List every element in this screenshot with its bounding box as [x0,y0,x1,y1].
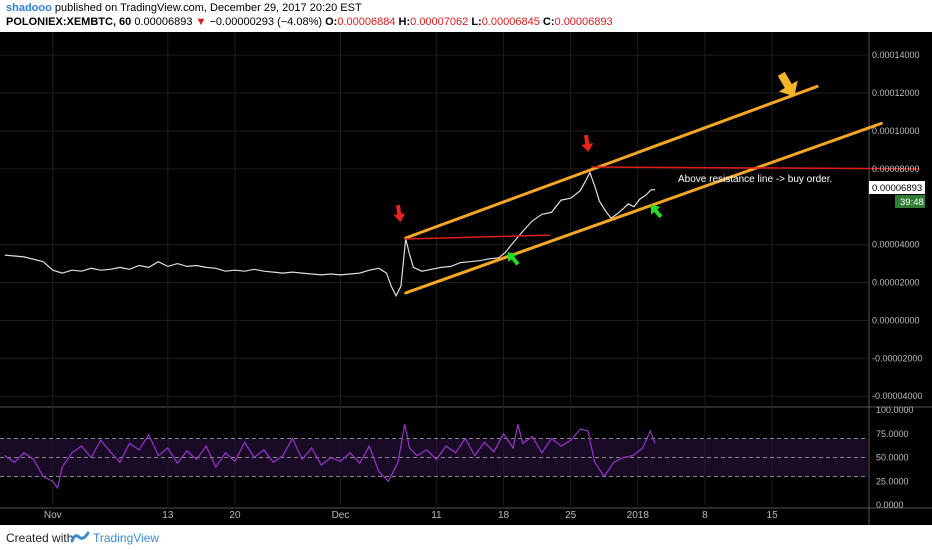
yellow-arrow-down-icon [777,71,798,97]
low-label: L: [471,16,482,28]
time-tick-label: 11 [431,510,442,521]
green-arrow-shape [650,204,663,219]
rsi-tick-label: 50.0000 [876,453,909,463]
time-tick-label: 8 [702,510,708,521]
price-change: −0.00000293 (−4.08%) [209,16,323,28]
time-tick-label: 13 [162,510,174,521]
high-value: 0.00007062 [410,16,469,28]
price-tick-label: 0.00010000 [872,126,920,136]
price-chart[interactable]: 0.00014000 0.00012000 0.00010000 0.00008000… [0,32,932,525]
open-value: 0.00006884 [337,16,396,28]
last-price: 0.00006893 [134,16,193,28]
publish-line: shadooo published on TradingView.com, De… [6,2,362,14]
resistance-line [591,166,920,170]
green-arrow-shape [507,251,520,266]
price-tick-label: 0.00002000 [872,278,920,288]
drawings [393,71,920,295]
time-tick-label: 2018 [627,510,650,521]
price-tick-label: 0.00000000 [872,315,920,325]
time-tick-label: Nov [44,510,62,521]
rsi-tick-label: 75.0000 [876,429,909,439]
channel-upper-line [404,84,819,240]
tradingview-logo-icon [70,531,90,543]
publish-info: published on TradingView.com, December 2… [54,2,362,14]
rsi-series-line [4,424,656,490]
rsi-tick-label: 25.0000 [876,476,909,486]
time-tick-label: 18 [498,510,510,521]
low-value: 0.00006845 [481,16,540,28]
series [4,171,656,490]
axes: 0.00014000 0.00012000 0.00010000 0.00008000… [44,50,923,521]
red-arrow-down-icon [393,204,406,223]
close-value: 0.00006893 [554,16,613,28]
price-series-line [4,171,656,298]
ohlc-legend: POLONIEX:XEMBTC, 60 0.00006893 ▼ −0.0000… [6,16,613,28]
price-badge-bg [869,181,925,194]
created-with: Created with [6,531,74,545]
timer-badge: 39:48 [900,197,924,208]
red-arrow-shape [581,134,594,152]
high-label: H: [398,16,411,28]
green-arrow-up-icon [650,204,663,219]
time-tick-label: 15 [767,510,779,521]
price-tick-label: -0.00002000 [872,353,923,363]
change-down-icon: ▼ [195,16,207,28]
price-tick-label: -0.00004000 [872,391,923,401]
author-name[interactable]: shadooo [6,2,52,14]
channel-lower-line [404,121,883,295]
chart-header: shadooo published on TradingView.com, De… [0,0,932,30]
timer-badge-bg [895,195,925,208]
resistance-line [404,234,551,240]
green-arrow-up-icon [507,251,520,266]
price-tick-label: 0.00014000 [872,50,920,60]
price-badge: 0.00006893 [872,183,922,194]
rsi-tick-label: 0.0000 [876,500,904,510]
price-tick-label: 0.00004000 [872,240,920,250]
annotation-text: Above resistance line -> buy order. [678,174,832,185]
red-arrow-shape [393,204,406,223]
red-arrow-down-icon [581,134,594,152]
grid [0,32,932,525]
time-tick-label: Dec [332,510,350,521]
chart-footer: Created with TradingView [0,525,932,550]
brand-name[interactable]: TradingView [93,531,160,545]
close-label: C: [542,16,555,28]
price-tick-label: 0.00012000 [872,88,920,98]
yellow-arrow-shape [777,71,798,97]
time-tick-label: 25 [565,510,577,521]
symbol-label: POLONIEX:XEMBTC, 60 [6,16,132,28]
rsi-tick-label: 100.0000 [876,405,914,415]
open-label: O: [325,16,338,28]
price-tick-label: 0.00008000 [872,164,920,174]
time-tick-label: 20 [229,510,241,521]
